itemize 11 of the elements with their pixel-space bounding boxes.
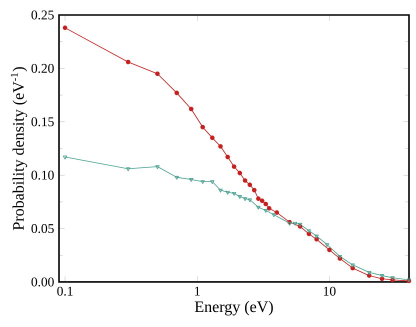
x-tick-label: 10 [324, 286, 336, 296]
y-tick-label: 0.05 [31, 224, 54, 234]
y-tick-label: 0.25 [31, 10, 54, 20]
x-tick-label: 0.1 [57, 286, 73, 296]
y-tick-label: 0.15 [31, 117, 54, 126]
y-tick-label: 0.20 [31, 64, 54, 73]
y-tick-label: 0.10 [31, 170, 54, 180]
x-axis-title: Energy (eV) [194, 300, 273, 316]
x-tick-label: 1 [195, 286, 200, 296]
y-axis-title: Probability density (eV$^{-1}$) [10, 67, 28, 230]
y-tick-label: 0.00 [31, 277, 54, 287]
